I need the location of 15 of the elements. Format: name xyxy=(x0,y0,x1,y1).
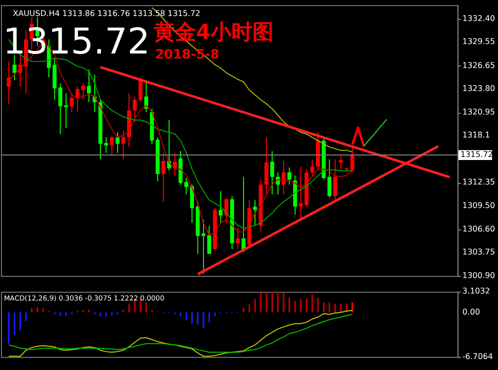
y-tick-label: 3.1032 xyxy=(462,286,490,296)
y-tick-label: 1309.50 xyxy=(462,200,496,210)
y-tick-label: 1329.55 xyxy=(462,37,496,46)
y-tick-label: 1306.60 xyxy=(462,224,496,234)
y-tick-label: -6.7064 xyxy=(462,352,493,361)
y-tick-label: 0.00 xyxy=(462,307,480,316)
y-tick-label: 1303.75 xyxy=(462,248,496,257)
y-tick-label: 1323.80 xyxy=(462,84,496,94)
y-tick-label: 1300.90 xyxy=(462,270,496,280)
y-tick-label: 1312.35 xyxy=(462,178,496,187)
y-tick-label: 1332.40 xyxy=(462,14,496,24)
y-tick-label: 1326.65 xyxy=(462,60,496,70)
y-tick-label: 1318.1 xyxy=(462,130,490,140)
text: 黄金4小时图 xyxy=(153,20,274,44)
y-tick-label: 1320.95 xyxy=(462,107,496,116)
